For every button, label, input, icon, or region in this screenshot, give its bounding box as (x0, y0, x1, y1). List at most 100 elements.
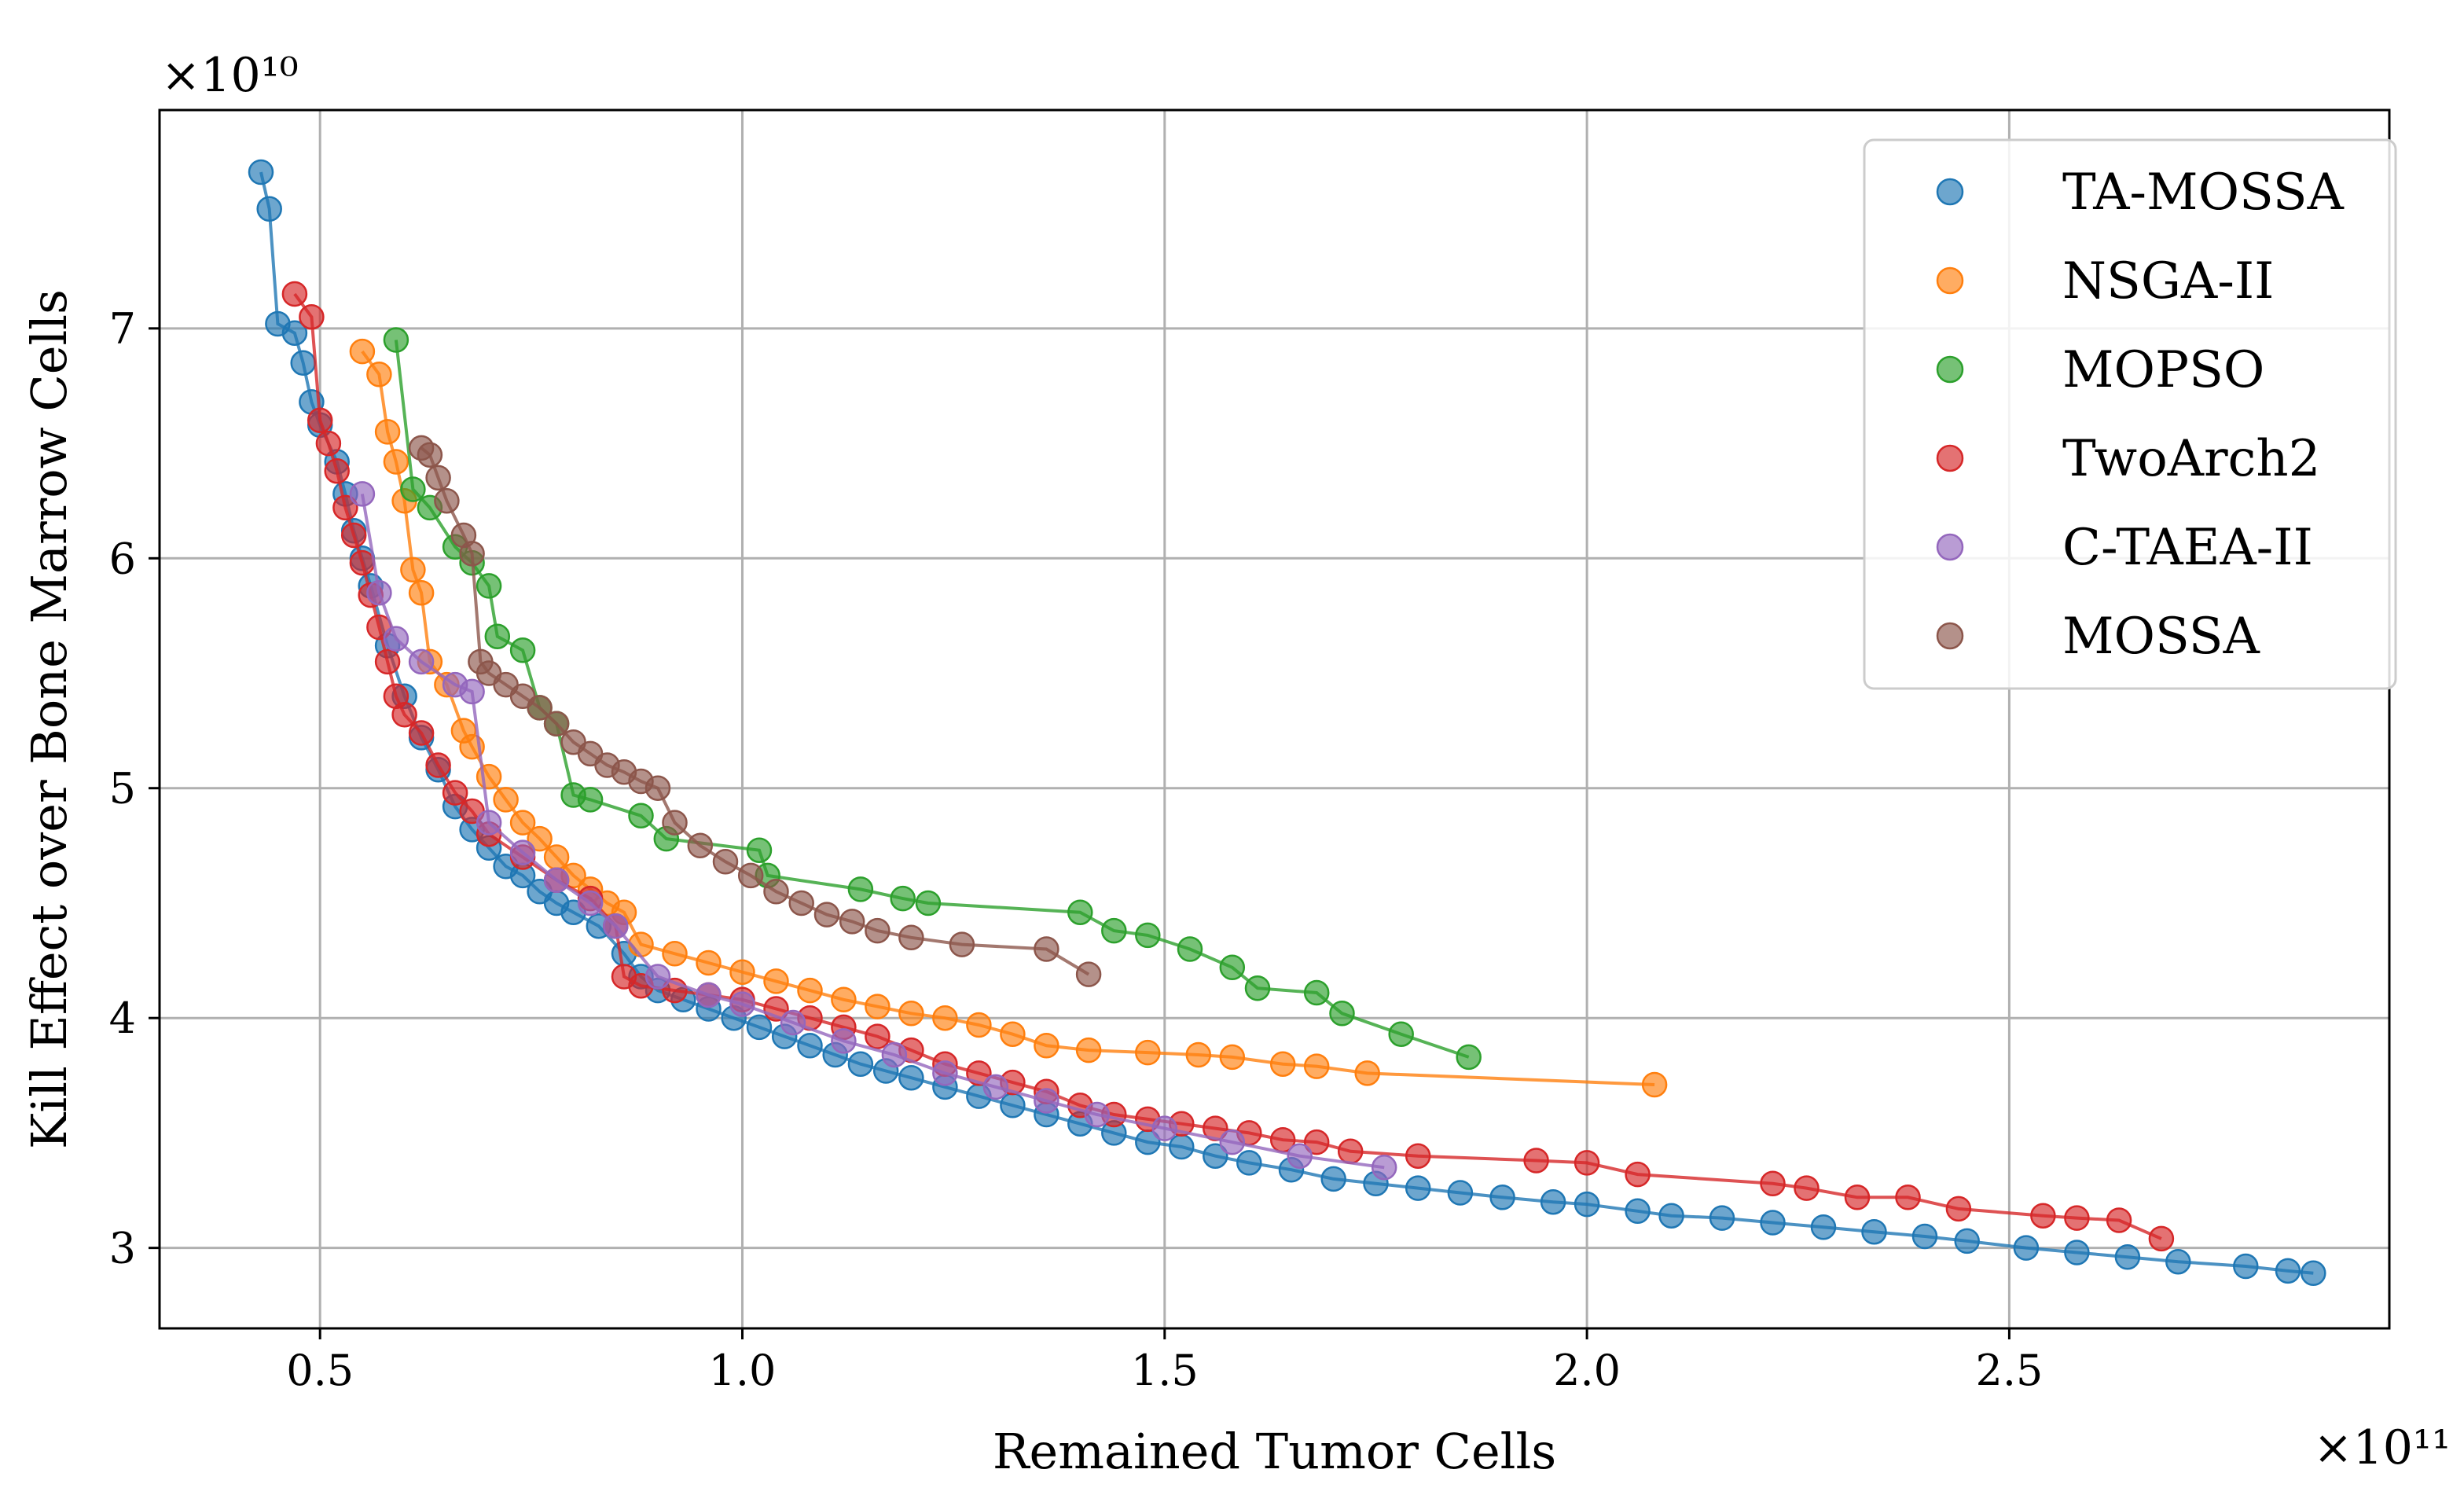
data-point (1269, 1051, 1296, 1077)
data-point (1287, 1143, 1313, 1169)
data-point (662, 941, 688, 967)
data-point (1405, 1143, 1431, 1169)
data-point (383, 626, 409, 652)
data-point (1185, 1041, 1212, 1068)
data-point (1329, 1001, 1355, 1027)
legend-item: MOSSA (1936, 608, 2260, 666)
data-point (1177, 936, 1203, 962)
data-point (1169, 1133, 1195, 1160)
data-point (1844, 1185, 1871, 1210)
data-point (696, 950, 722, 976)
data-point (2030, 1203, 2056, 1229)
data-point (2106, 1207, 2132, 1233)
y-axis-scale-note: ×10¹⁰ (161, 48, 299, 103)
series-nsga-ii (349, 338, 1668, 1098)
data-point (366, 579, 392, 606)
data-point (256, 196, 282, 222)
legend-marker (1936, 355, 1964, 384)
legend-label: TwoArch2 (2062, 430, 2320, 488)
data-point (315, 430, 342, 457)
data-point (290, 350, 316, 376)
legend-label: TA-MOSSA (2062, 163, 2345, 222)
series-c-taea-ii (349, 481, 1397, 1181)
data-point (1337, 1138, 1364, 1165)
data-point (1489, 1185, 1515, 1210)
data-point (2064, 1205, 2090, 1231)
data-point (1574, 1150, 1600, 1176)
data-point (687, 832, 714, 859)
data-point (915, 890, 942, 916)
data-point (813, 902, 840, 927)
data-point (400, 476, 426, 502)
data-point (966, 1060, 992, 1086)
data-point (2233, 1253, 2259, 1280)
data-point (628, 803, 654, 829)
data-point (248, 159, 274, 185)
data-point (2148, 1225, 2175, 1252)
data-point (847, 876, 874, 902)
y-tick-label: 6 (109, 534, 136, 583)
data-point (865, 917, 890, 944)
legend-marker (1936, 444, 1964, 472)
data-point (932, 1060, 958, 1086)
data-point (1303, 1053, 1330, 1079)
data-point (281, 281, 308, 307)
data-point (780, 1009, 806, 1036)
data-point (374, 419, 401, 445)
data-point (1034, 1033, 1059, 1059)
data-point (1203, 1143, 1228, 1169)
data-point (644, 775, 671, 801)
legend-item: C-TAEA-II (1936, 519, 2313, 577)
plot-frame (158, 108, 2391, 1330)
series-line (420, 446, 1090, 976)
y-tick-label: 5 (109, 764, 136, 814)
data-point (577, 890, 604, 916)
x-tick-label: 1.5 (1131, 1346, 1199, 1395)
data-point (340, 522, 367, 549)
legend-frame (1863, 138, 2397, 690)
data-point (332, 494, 358, 521)
x-axis-scale-note: ×10¹¹ (2313, 1420, 2451, 1475)
data-point (1135, 1039, 1161, 1066)
data-point (1625, 1161, 1651, 1188)
data-point (391, 701, 417, 728)
data-point (1135, 922, 1161, 949)
legend-label: NSGA-II (2062, 252, 2274, 310)
legend-label: C-TAEA-II (2062, 519, 2313, 577)
data-point (1911, 1223, 1938, 1250)
y-tick-label: 4 (109, 994, 136, 1043)
data-point (543, 711, 570, 737)
data-point (746, 1014, 773, 1041)
data-point (797, 1033, 823, 1059)
data-point (408, 579, 435, 606)
data-point (1000, 1093, 1026, 1118)
y-tick-label: 7 (109, 304, 136, 354)
legend-item: MOPSO (1936, 341, 2264, 399)
legend-marker (1936, 622, 1964, 650)
x-tick-label: 1.0 (709, 1346, 777, 1395)
legend: TA-MOSSA NSGA-II MOPSO TwoArch2 C-TAEA-II MOS… (1863, 138, 2397, 690)
data-point (932, 1005, 958, 1031)
data-point (417, 442, 443, 468)
data-point (349, 338, 376, 365)
data-point (476, 810, 502, 836)
data-point (1810, 1214, 1837, 1240)
data-point (383, 327, 409, 353)
data-point (696, 982, 722, 1008)
data-point (898, 1064, 924, 1091)
data-point (408, 720, 435, 746)
data-point (577, 787, 604, 813)
legend-item: TwoArch2 (1936, 430, 2320, 488)
data-point (831, 1028, 857, 1054)
legend-item: NSGA-II (1936, 252, 2274, 310)
data-point (1540, 1188, 1566, 1215)
data-point (1303, 1129, 1330, 1155)
data-point (865, 1023, 890, 1049)
series-line (394, 340, 1470, 1059)
data-point (2114, 1244, 2141, 1270)
data-point (1354, 1060, 1380, 1086)
data-point (2064, 1240, 2090, 1265)
data-point (1151, 1115, 1178, 1141)
data-point (527, 825, 553, 852)
data-point (2301, 1260, 2326, 1287)
